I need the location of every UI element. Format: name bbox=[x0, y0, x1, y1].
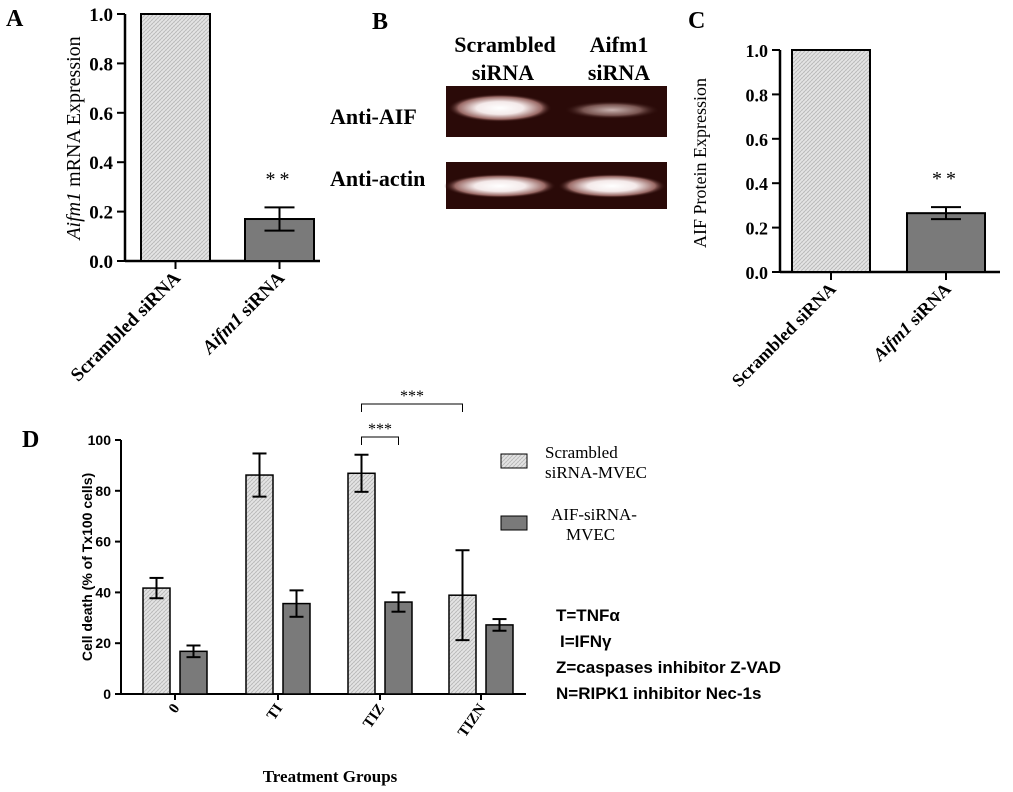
blot-col1-line2: siRNA bbox=[472, 60, 534, 85]
panel-d-notes: T=TNFα I=IFNγ Z=caspases inhibitor Z-VAD… bbox=[556, 606, 781, 703]
legend-label-scrambled-line1: Scrambled bbox=[545, 443, 618, 462]
panel-a-chart: 0.0 0.2 0.4 0.6 0.8 1.0 Scrambled siRNA ** Aifm1… bbox=[67, 5, 320, 386]
panel-d-bar bbox=[384, 601, 413, 695]
blot-band-aif-sirna bbox=[564, 101, 660, 119]
panel-d-y-tick-label: 100 bbox=[88, 432, 112, 448]
panel-d-significance-label: *** bbox=[368, 421, 392, 438]
note-t: T=TNFα bbox=[556, 606, 620, 625]
panel-a-y-tick-label: 0.8 bbox=[89, 54, 113, 75]
panel-d-legend: Scrambled siRNA-MVEC AIF-siRNA- MVEC bbox=[500, 443, 647, 544]
panel-d-chart: 0 20 40 60 80 100 0 TI TIZ TIZN *** *** bbox=[88, 388, 526, 740]
panel-a-y-tick-label: 0.4 bbox=[89, 153, 113, 174]
panel-a-y-tick-label: 1.0 bbox=[89, 5, 113, 26]
panel-d-bar bbox=[142, 587, 171, 695]
blot-col1-line1: Scrambled bbox=[454, 32, 555, 57]
panel-c-y-tick-label: 0.4 bbox=[746, 174, 769, 194]
panel-d-y-tick-label: 20 bbox=[95, 635, 111, 651]
panel-c-category-label: Aifm1 siRNA bbox=[868, 279, 955, 366]
panel-c-category-label-rest: siRNA bbox=[901, 279, 954, 332]
panel-c-ylabel: AIF Protein Expression bbox=[690, 78, 710, 248]
panel-c-y-tick-label: 0.6 bbox=[746, 130, 769, 150]
legend-swatch-scrambled bbox=[500, 453, 528, 469]
panel-c-y-tick-label: 0.2 bbox=[746, 219, 769, 239]
legend-label-scrambled-line2: siRNA-MVEC bbox=[545, 463, 647, 482]
panel-a-ylabel: Aifm1 mRNA Expression bbox=[63, 36, 85, 241]
panel-d-y-tick-label: 60 bbox=[95, 534, 111, 550]
panel-letter-a: A bbox=[6, 6, 24, 32]
panel-a-category-label-rest: siRNA bbox=[233, 267, 289, 323]
panel-c-y-tick-label: 1.0 bbox=[746, 41, 769, 61]
panel-c-y-tick-label: 0.0 bbox=[746, 263, 769, 283]
panel-c-y-tick-label: 0.8 bbox=[746, 85, 769, 105]
panel-letter-c: C bbox=[688, 8, 705, 34]
panel-a-category-label: Scrambled siRNA bbox=[67, 267, 185, 385]
panel-d-y-tick-label: 0 bbox=[103, 686, 111, 702]
panel-letter-b: B bbox=[372, 9, 388, 35]
panel-d-significance-label: *** bbox=[400, 388, 424, 405]
panel-a-significance: ** bbox=[266, 168, 294, 190]
note-z: Z=caspases inhibitor Z-VAD bbox=[556, 658, 781, 677]
panel-d-y-tick-label: 80 bbox=[95, 483, 111, 499]
blot-col2-line2: siRNA bbox=[588, 60, 650, 85]
panel-a-y-tick-label: 0.6 bbox=[89, 104, 113, 125]
panel-d-category-label: TIZ bbox=[360, 701, 388, 731]
panel-d-bar bbox=[485, 624, 514, 695]
panel-c-chart: 0.0 0.2 0.4 0.6 0.8 1.0 Scrambled siRNA ** Aifm1… bbox=[728, 41, 1000, 391]
legend-swatch-aif-sirna bbox=[500, 515, 528, 531]
panel-c-significance: ** bbox=[932, 168, 960, 190]
blot-row2-label: Anti-actin bbox=[330, 166, 425, 191]
panel-d-category-label: TIZN bbox=[455, 701, 489, 740]
panel-a-ylabel-italic: Aifm1 bbox=[63, 192, 85, 242]
note-n: N=RIPK1 inhibitor Nec-1s bbox=[556, 684, 761, 703]
panel-a-bar bbox=[140, 13, 211, 262]
panel-letter-d: D bbox=[22, 427, 39, 453]
panel-a-ylabel-rest: mRNA Expression bbox=[63, 36, 85, 192]
blot-band-aif-scrambled bbox=[448, 94, 552, 122]
legend-label-aif-sirna-line1: AIF-siRNA- bbox=[551, 505, 637, 524]
panel-d-category-label: TI bbox=[264, 701, 286, 723]
blot-band-actin-sirna bbox=[558, 174, 666, 198]
panel-c-bar bbox=[906, 212, 986, 273]
panel-d-ylabel: Cell death (% of Tx100 cells) bbox=[79, 473, 95, 661]
panel-c-bar bbox=[791, 49, 871, 273]
panel-c-category-label: Scrambled siRNA bbox=[728, 279, 840, 391]
panel-d-bar bbox=[179, 650, 208, 695]
panel-d-significance-bracket bbox=[361, 403, 463, 412]
panel-a-y-tick-label: 0.2 bbox=[89, 203, 113, 224]
note-i: I=IFNγ bbox=[560, 632, 612, 651]
panel-d-bar bbox=[245, 474, 274, 695]
blot-col2-line1: Aifm1 bbox=[590, 32, 649, 57]
panel-d-bar bbox=[347, 472, 376, 695]
panel-a-y-tick-label: 0.0 bbox=[89, 252, 113, 273]
blot-row1-label: Anti-AIF bbox=[330, 104, 417, 129]
blot-band-actin-scrambled bbox=[444, 174, 556, 198]
western-blot: Scrambled siRNA Aifm1 siRNA Anti-AIF Ant… bbox=[330, 32, 667, 209]
legend-label-aif-sirna-line2: MVEC bbox=[566, 525, 615, 544]
panel-d-y-tick-label: 40 bbox=[95, 584, 111, 600]
panel-a-category-label: Aifm1 siRNA bbox=[198, 267, 290, 359]
panel-d-xlabel: Treatment Groups bbox=[263, 767, 398, 786]
panel-d-significance-bracket bbox=[361, 436, 399, 445]
panel-d-category-label: 0 bbox=[166, 701, 183, 716]
